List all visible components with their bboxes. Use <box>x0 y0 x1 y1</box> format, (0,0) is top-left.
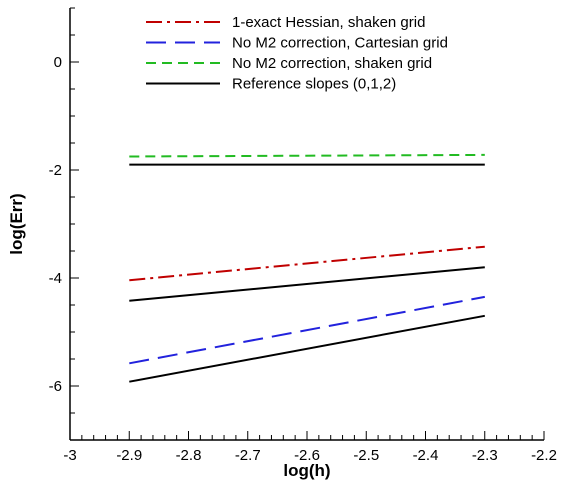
y-tick-label: -6 <box>49 378 62 395</box>
y-tick-label: -4 <box>49 270 62 287</box>
x-tick-label: -2.3 <box>472 447 498 464</box>
legend-label: 1-exact Hessian, shaken grid <box>232 14 425 31</box>
series-line-1 <box>129 295 485 365</box>
x-tick-label: -3 <box>63 447 76 464</box>
x-axis-title: log(h) <box>283 461 330 480</box>
x-ticks <box>69 431 545 440</box>
x-tick-labels: -3 -2.9 -2.8 -2.7 -2.6 -2.5 -2.4 -2.3 -2.2 <box>63 447 557 464</box>
series-line-5 <box>129 314 485 383</box>
y-ticks <box>70 7 79 441</box>
series-lines <box>129 153 485 383</box>
series-line-4 <box>129 266 485 302</box>
series-line-2 <box>129 153 485 158</box>
x-tick-label: -2.9 <box>116 447 142 464</box>
y-axis-title: log(Err) <box>7 193 26 254</box>
x-tick-label: -2.4 <box>413 447 439 464</box>
x-tick-label: -2.5 <box>353 447 379 464</box>
legend: 1-exact Hessian, shaken grid No M2 correc… <box>146 14 448 93</box>
axes <box>69 8 544 441</box>
legend-label: Reference slopes (0,1,2) <box>232 76 396 93</box>
x-tick-label: -2.8 <box>176 447 202 464</box>
legend-label: No M2 correction, shaken grid <box>232 55 432 72</box>
x-tick-label: -2.7 <box>235 447 261 464</box>
y-tick-label: 0 <box>54 54 62 71</box>
y-tick-label: -2 <box>49 162 62 179</box>
series-line-0 <box>129 245 485 282</box>
x-tick-label: -2.2 <box>531 447 557 464</box>
legend-label: No M2 correction, Cartesian grid <box>232 35 448 52</box>
y-tick-labels: -6 -4 -2 0 <box>49 54 62 395</box>
x-tick-label: -2.6 <box>294 447 320 464</box>
